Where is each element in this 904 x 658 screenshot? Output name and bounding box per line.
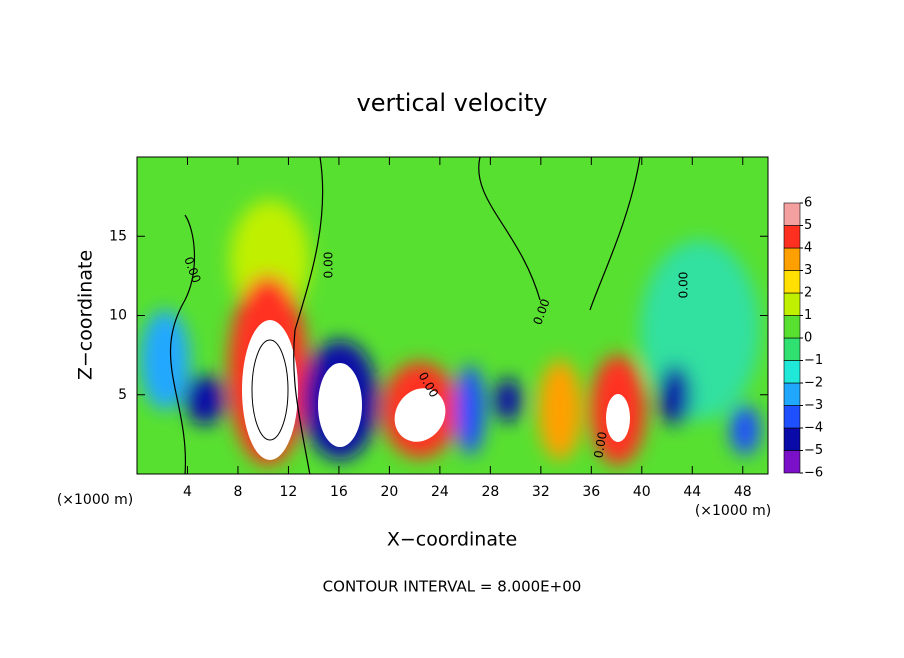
x-tick-label: 16 [330,484,348,500]
colorbar-segment [783,360,801,384]
x-unit: (×1000 m) [57,492,133,508]
colorbar-label: −5 [804,443,823,458]
colorbar-label: −4 [804,421,823,436]
footnote: CONTOUR INTERVAL = 8.000E+00 [323,578,582,596]
field [137,157,768,474]
colorbar-segment [783,225,801,249]
x-tick-label: 12 [280,484,298,500]
colorbar-segment [783,202,801,226]
colorbar-label: −1 [804,353,823,368]
colorbar-segment [783,292,801,316]
x-tick-label: 40 [633,484,651,500]
colorbar-segment [783,315,801,339]
x-tick-label: 36 [582,484,600,500]
x-tick-label: 4 [183,484,192,500]
x-tick-label: 8 [233,484,242,500]
y-tick-label: 15 [109,228,127,244]
chart-title: vertical velocity [357,89,548,117]
colorbar-segment [783,270,801,294]
x-tick-label: 48 [734,484,752,500]
colorbar-label: 2 [804,286,812,301]
x-tick-label: 20 [380,484,398,500]
colorbar-label: 4 [804,241,812,256]
contour-label: 0.00 [677,272,691,299]
colorbar-segment [783,382,801,406]
y-tick-label: 10 [109,308,127,324]
y-tick-label: 5 [118,387,127,403]
colorbar-label: 3 [804,263,812,278]
x-axis-label: X−coordinate [387,529,517,551]
x-tick-label: 28 [481,484,499,500]
x-tick-label: 32 [532,484,550,500]
y-axis-label: Z−coordinate [75,250,97,380]
colorbar-segment [783,405,801,429]
x-tick-label: 44 [683,484,701,500]
colorbar-label: 0 [804,331,812,346]
colorbar-label: −3 [804,398,823,413]
colorbar-segment [783,337,801,361]
colorbar-label: −6 [804,466,823,481]
colorbar-label: 5 [804,218,812,233]
colorbar-segment [783,450,801,474]
colorbar-label: −2 [804,376,823,391]
colorbar-label: 6 [804,196,812,211]
colorbar-segment [783,427,801,451]
x-tick-label: 24 [431,484,449,500]
contour-label: 0.00 [591,431,609,460]
y-unit: (×1000 m) [695,503,771,519]
colorbar-label: 1 [804,308,812,323]
colorbar-segment [783,247,801,271]
contour-label: 0.00 [322,252,336,279]
